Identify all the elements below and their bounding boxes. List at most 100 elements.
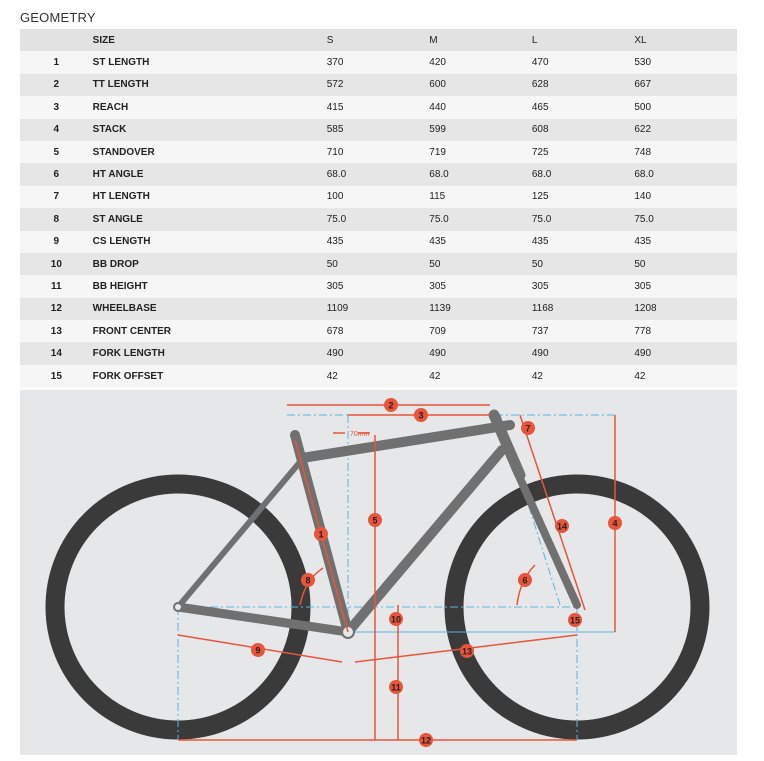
measurement-value: 50 — [429, 258, 441, 270]
measurement-name: HT ANGLE — [92, 169, 144, 181]
measurement-value: 737 — [531, 325, 549, 337]
measurement-name: FRONT CENTER — [92, 325, 171, 337]
dimension-marker — [368, 513, 382, 527]
measurement-name: BB HEIGHT — [92, 280, 148, 292]
measurement-name: ST ANGLE — [92, 213, 143, 225]
measurement-value: 42 — [429, 370, 441, 382]
dimension-marker — [301, 573, 315, 587]
offset-label: 70mm — [350, 431, 370, 438]
row-number: 8 — [53, 213, 60, 225]
measurement-value: 490 — [326, 348, 344, 360]
table-row: 13 FRONT CENTER 678 709 737 778 — [20, 320, 737, 343]
header-cell: SIZE — [92, 34, 115, 46]
measurement-value: 719 — [429, 146, 446, 158]
dimension-marker-label: 4 — [612, 519, 617, 529]
measurement-name: CS LENGTH — [92, 236, 151, 248]
section-title: GEOMETRY — [20, 10, 96, 25]
measurement-value: 100 — [326, 191, 344, 203]
dimension-marker — [518, 573, 532, 587]
measurement-value: 530 — [634, 57, 652, 69]
measurement-name: HT LENGTH — [92, 191, 150, 203]
dimension-marker-label: 1 — [318, 530, 323, 540]
measurement-name: ST LENGTH — [92, 57, 150, 69]
dimension-marker-label: 5 — [372, 516, 377, 526]
table-row: 4 STACK 585 599 608 622 — [20, 118, 737, 141]
measurement-value: 572 — [326, 79, 344, 91]
measurement-name: REACH — [92, 101, 129, 113]
measurement-name: WHEELBASE — [92, 303, 157, 315]
measurement-value: 1109 — [326, 303, 349, 315]
row-number: 5 — [53, 146, 60, 158]
table-row: 6 HT ANGLE 68.0 68.0 68.0 68.0 — [20, 163, 737, 186]
measurement-value: 1168 — [531, 303, 554, 315]
measurement-value: 622 — [634, 124, 652, 136]
row-number: 15 — [50, 370, 62, 382]
dimension-marker — [314, 527, 328, 541]
row-number: 10 — [50, 258, 62, 270]
header-cell: M — [429, 34, 438, 46]
measurement-value: 1139 — [429, 303, 451, 315]
measurement-value: 778 — [634, 325, 652, 337]
measurement-value: 68.0 — [326, 169, 347, 181]
measurement-value: 140 — [634, 191, 652, 203]
dimension-marker-label: 15 — [570, 616, 580, 626]
dimension-marker — [460, 644, 474, 658]
measurement-value: 75.0 — [429, 213, 449, 225]
row-number: 4 — [53, 124, 60, 136]
header-cell: L — [531, 34, 538, 46]
dimension-marker-label: 9 — [255, 646, 260, 656]
dimension-marker-label: 14 — [557, 522, 567, 532]
measurement-value: 50 — [531, 258, 543, 270]
dimension-marker-label: 3 — [418, 411, 423, 421]
measurement-value: 709 — [429, 325, 446, 337]
table-row: 14 FORK LENGTH 490 490 490 490 — [20, 342, 737, 365]
geometry-table: SIZE S M L XL 1 ST LENGTH 370 420 470 530 2 TT … — [20, 29, 737, 388]
measurement-value: 600 — [429, 79, 446, 91]
measurement-name: FORK OFFSET — [92, 370, 164, 382]
dimension-marker-label: 8 — [305, 576, 310, 586]
row-number: 3 — [53, 101, 60, 113]
measurement-value: 75.0 — [531, 213, 552, 225]
measurement-value: 465 — [531, 101, 549, 113]
dimension-marker — [384, 398, 398, 412]
dimension-marker — [521, 421, 535, 435]
measurement-value: 490 — [429, 348, 446, 360]
measurement-value: 305 — [531, 280, 549, 292]
measurement-value: 435 — [429, 236, 446, 248]
row-number: 13 — [50, 325, 62, 337]
measurement-value: 585 — [326, 124, 344, 136]
measurement-value: 490 — [531, 348, 549, 360]
measurement-name: FORK LENGTH — [92, 348, 165, 360]
dimension-marker-label: 7 — [525, 424, 530, 434]
measurement-value: 68.0 — [531, 169, 552, 181]
measurement-value: 305 — [634, 280, 652, 292]
measurement-name: STANDOVER — [92, 146, 155, 158]
measurement-value: 678 — [326, 325, 344, 337]
row-number: 14 — [50, 348, 62, 360]
measurement-value: 370 — [326, 57, 344, 69]
dimension-marker — [414, 408, 428, 422]
dimension-marker — [568, 613, 582, 627]
measurement-value: 748 — [634, 146, 652, 158]
header-cell: XL — [634, 34, 647, 46]
measurement-value: 42 — [531, 370, 543, 382]
measurement-value: 725 — [531, 146, 549, 158]
measurement-value: 42 — [326, 370, 338, 382]
dimension-marker-label: 2 — [388, 401, 393, 411]
row-number: 6 — [53, 169, 60, 181]
dimension-marker-label: 13 — [462, 647, 472, 657]
measurement-value: 75.0 — [634, 213, 654, 225]
measurement-value: 305 — [429, 280, 446, 292]
measurement-value: 415 — [326, 101, 344, 113]
measurement-value: 68.0 — [634, 169, 654, 181]
dimension-marker-label: 11 — [391, 683, 401, 693]
row-number: 1 — [53, 57, 60, 69]
dimension-marker-label: 10 — [391, 615, 401, 625]
measurement-value: 68.0 — [429, 169, 449, 181]
dimension-marker — [419, 733, 433, 747]
table-row: 1 ST LENGTH 370 420 470 530 — [20, 51, 737, 74]
measurement-value: 667 — [634, 79, 652, 91]
measurement-value: 75.0 — [326, 213, 347, 225]
dimension-marker — [389, 612, 403, 626]
measurement-value: 435 — [634, 236, 652, 248]
